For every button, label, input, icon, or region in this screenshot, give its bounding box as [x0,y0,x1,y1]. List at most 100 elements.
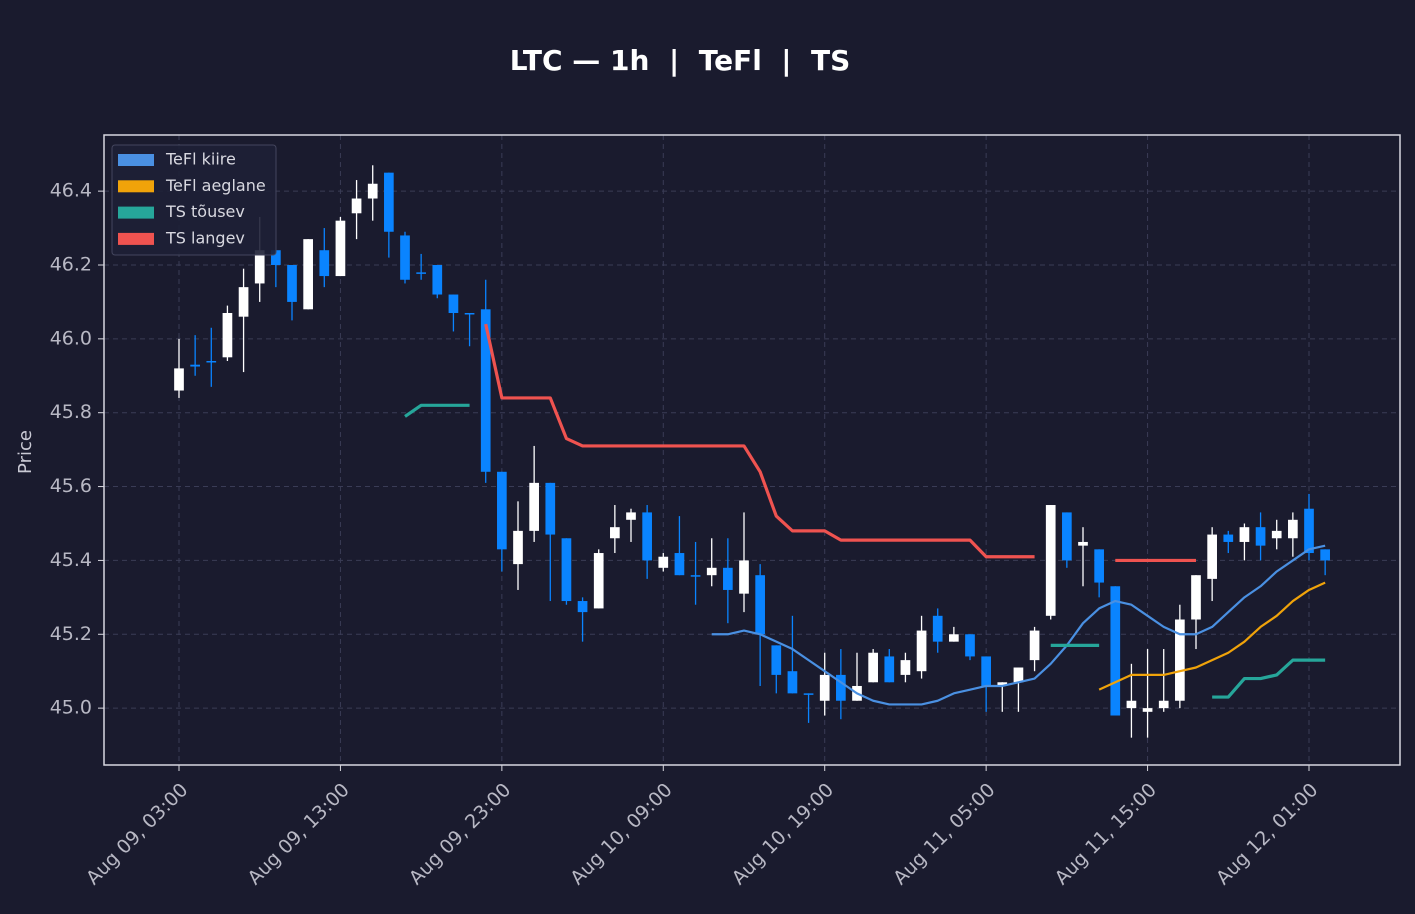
candle-body [497,471,507,550]
candle-body [706,567,717,576]
candle-body [1158,700,1169,709]
legend-swatch [118,232,154,245]
candle-body [1191,575,1201,620]
candle-body [416,272,426,274]
candle-body [836,674,846,701]
candle-body [674,553,685,576]
candle-body [916,630,927,672]
candle-body [271,250,281,265]
candle-body [593,553,604,609]
candle-body [577,601,588,613]
candle-body [190,364,200,367]
candle-body [997,682,1008,686]
candle-body [367,183,378,199]
candle-body [1029,630,1040,661]
candle-body [981,656,991,686]
y-tick-label: 45.4 [50,549,92,571]
candle-body [1045,505,1056,616]
legend-box [111,144,277,256]
y-axis-label: Price [15,430,36,474]
candle-body [384,172,394,232]
candle-body [254,250,265,284]
candle-body [1288,519,1298,539]
candle-body [965,634,975,657]
candle-body [949,634,959,642]
plot-frame [103,134,1401,766]
y-tick-label: 45.8 [50,401,92,423]
chart-title: LTC — 1h | TeFl | TS [510,44,851,77]
candle-body [1175,619,1185,701]
legend-swatch [118,180,154,193]
candle-body [1142,708,1153,712]
candle-body [303,239,313,310]
candle-body [432,264,443,295]
candle-body [819,674,830,701]
legend: TeFl kiire TeFl aeglane TS tõusev TS langev [111,144,277,256]
candle-body [1062,512,1072,561]
candle-body [464,312,475,315]
legend-label: TeFl aeglane [165,176,266,195]
candle-body [723,567,733,590]
candle-body [206,361,217,363]
y-tick-label: 45.2 [50,623,92,645]
legend-label: TeFl kiire [165,150,236,169]
candle-body [1304,508,1314,554]
candle-body [690,575,701,577]
candle-body [480,309,491,472]
candle-body [1255,527,1266,546]
candle-body [610,527,620,539]
indicator-line [711,544,1326,706]
candle-body [513,530,523,565]
candle-body [222,312,233,358]
candle-body [529,482,539,531]
candle-body [448,294,459,313]
candle-body [1094,549,1104,583]
indicator-line [1212,658,1326,699]
candle-body [1223,534,1234,542]
candle-body [642,512,652,561]
legend-label: TS langev [165,228,245,247]
indicator-line [404,403,470,418]
candle-body [771,645,782,675]
candle-body [884,656,895,683]
candle-body [1126,700,1137,709]
candle-body [900,660,911,675]
candle-body [287,264,297,302]
candle-body [545,482,556,535]
candle-body [658,556,669,568]
candle-body [1013,667,1024,683]
candle-body [335,220,346,277]
candle-body [932,615,943,642]
candle-body [319,250,330,277]
candle-body [755,575,765,635]
y-tick-label: 46.4 [50,180,92,202]
indicator-line [1098,581,1326,691]
y-tick-label: 46.0 [50,327,92,349]
candle-body [739,560,749,594]
candle-body [1271,530,1282,539]
candle-body [803,693,814,695]
y-tick-label: 45.6 [50,475,92,497]
legend-swatch [118,154,154,166]
candle-body [868,652,878,683]
y-tick-label: 46.2 [50,253,92,275]
candle-body [787,671,798,694]
candle-body [174,368,184,391]
candle-body [1239,527,1250,542]
candle-body [1320,549,1330,561]
candle-body [561,538,572,602]
y-tick-label: 45.0 [50,697,92,719]
candle-body [1110,586,1121,716]
candle-body [1078,541,1088,546]
candle-body [1207,534,1217,579]
indicator-line [484,323,1035,559]
legend-swatch [118,206,154,219]
candle-body [626,512,636,520]
legend-label: TS tõusev [165,202,245,221]
candle-body [400,235,410,280]
candle-body [238,287,249,317]
candle-body [351,198,362,214]
